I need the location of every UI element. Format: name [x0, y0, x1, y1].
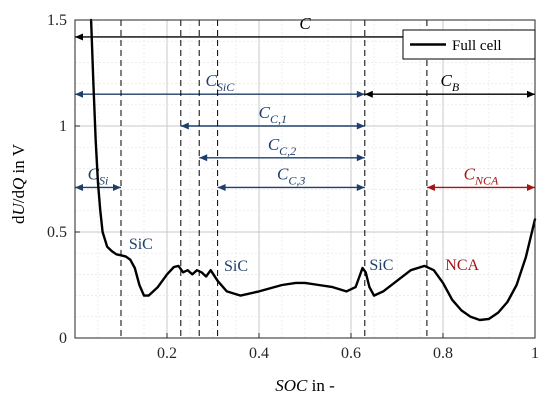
span-label: CB	[441, 71, 460, 94]
arrow-head	[356, 122, 365, 130]
span-CNCA: CNCA	[426, 164, 535, 191]
x-tick-label: 0.4	[249, 345, 269, 362]
arrow-head	[217, 183, 226, 191]
span-label-sub: SiC	[217, 80, 235, 94]
arrow-head	[199, 154, 208, 162]
span-label: CNCA	[464, 164, 499, 187]
span-CSiC: CSiC	[75, 71, 365, 98]
arrow-head	[75, 183, 83, 191]
y-tick-label: 1	[59, 118, 67, 135]
y-tick-label: 1.5	[47, 12, 67, 29]
x-tick-label: 0.6	[341, 345, 361, 362]
span-label-sub: C,2	[279, 144, 296, 158]
span-label: CSiC	[206, 71, 236, 94]
annotation-sic2: SiC	[224, 258, 248, 275]
arrow-head	[527, 90, 535, 98]
annotation-layer: SiC SiC SiC NCA	[129, 236, 480, 275]
x-axis-label: SOC in -	[275, 376, 335, 395]
span-label-main: C	[277, 164, 289, 183]
arrow-head	[113, 183, 121, 191]
span-label-sub: C,3	[288, 173, 305, 187]
y-tick-label: 0	[59, 330, 67, 347]
arrow-head	[180, 122, 189, 130]
span-CC2: CC,2	[199, 135, 365, 162]
span-label: CC,2	[268, 135, 296, 158]
span-CB: CB	[364, 71, 535, 98]
x-tick-label: 0.2	[157, 345, 177, 362]
arrow-head	[356, 154, 365, 162]
arrow-head	[75, 90, 83, 98]
span-label-main: C	[464, 164, 476, 183]
span-label: C	[299, 14, 311, 33]
span-CC3: CC,3	[217, 164, 365, 191]
arrow-head	[364, 90, 373, 98]
series-line-full-cell	[89, 18, 537, 322]
span-label-main: C	[259, 103, 271, 122]
legend-label: Full cell	[452, 38, 502, 54]
annotation-sic3: SiC	[369, 257, 393, 274]
x-tick-label: 0.8	[433, 345, 453, 362]
span-label-main: C	[268, 135, 280, 154]
y-tick-label: 0.5	[47, 224, 67, 241]
span-label-main: C	[299, 14, 311, 33]
arrow-head	[426, 183, 435, 191]
span-label-sub: NCA	[474, 173, 499, 187]
span-label-main: C	[206, 71, 218, 90]
span-CC1: CC,1	[180, 103, 365, 130]
span-label: CC,3	[277, 164, 305, 187]
annotation-sic1: SiC	[129, 236, 153, 253]
annotation-nca: NCA	[445, 257, 479, 274]
plot-frame	[74, 19, 536, 339]
y-axis-label: dU/dQ in V	[9, 143, 28, 224]
span-label-main: C	[441, 71, 453, 90]
arrow-head	[356, 90, 365, 98]
legend: Full cell	[402, 29, 536, 60]
grid-layer	[75, 20, 535, 338]
series-layer	[89, 18, 537, 322]
arrow-head	[527, 183, 535, 191]
axis-layer: 0.2 0.4 0.6 0.8 1 0 0.5 1 1.5	[47, 12, 539, 362]
span-label: CC,1	[259, 103, 287, 126]
span-label-sub: C,1	[270, 112, 287, 126]
arrow-head	[75, 33, 83, 41]
span-label-sub: Si	[99, 173, 108, 187]
span-label-sub: B	[452, 80, 460, 94]
x-tick-label: 1	[531, 345, 539, 362]
arrow-head	[356, 183, 365, 191]
vline-layer	[120, 20, 428, 338]
